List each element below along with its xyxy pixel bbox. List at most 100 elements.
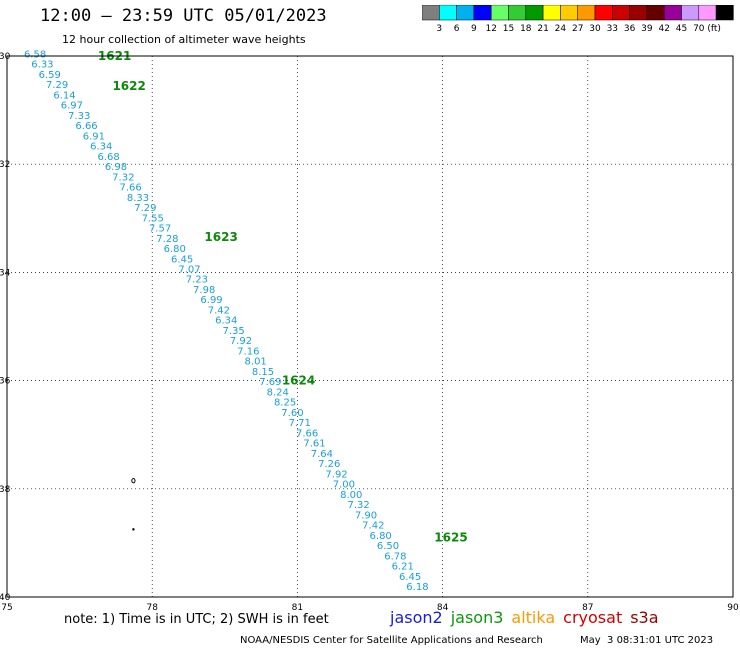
y-tick-label: -40 [0, 593, 11, 603]
wave-height-label: 7.90 [355, 510, 377, 521]
scale-label: 30 [589, 24, 601, 34]
wave-height-label: 7.29 [134, 203, 156, 214]
satellite-name: jason3 [450, 608, 504, 627]
wave-height-label: 7.66 [120, 183, 142, 194]
wave-height-label: 7.60 [281, 408, 303, 419]
pass-time-label: 1622 [112, 79, 145, 93]
scale-label: 6 [454, 24, 460, 34]
wave-height-label: 7.55 [142, 213, 164, 224]
map-marker [132, 528, 135, 531]
wave-height-label: 8.15 [252, 367, 274, 378]
wave-height-label: 7.23 [186, 275, 208, 286]
scale-label: 3 [436, 24, 442, 34]
wave-height-label: 6.97 [61, 101, 83, 112]
y-tick-label: -36 [0, 377, 11, 387]
x-tick-label: 81 [292, 603, 303, 613]
map-title: 12:00 – 23:59 UTC 05/01/2023 [40, 6, 327, 26]
scale-label: 39 [641, 24, 653, 34]
wave-height-label: 6.45 [171, 254, 193, 265]
wave-height-label: 7.57 [149, 224, 171, 235]
satellite-legend: jason2 jason3 altika cryosat s3a [390, 608, 667, 627]
wave-height-label: 7.92 [325, 469, 347, 480]
wave-height-label: 7.42 [208, 305, 230, 316]
wave-height-label: 6.80 [370, 531, 392, 542]
wave-height-label: 7.42 [362, 521, 384, 532]
scale-label: 24 [555, 24, 567, 34]
color-scale-legend: 3 6 9 12 15 18 21 24 27 30 33 36 39 42 45 70 (ft) [422, 5, 734, 34]
wave-height-label: 7.35 [222, 326, 244, 337]
wave-height-label: 6.18 [406, 582, 428, 593]
x-tick-label: 78 [146, 603, 158, 613]
wave-height-label: 8.24 [267, 387, 289, 398]
map-subtitle: 12 hour collection of altimeter wave hei… [62, 33, 306, 46]
wave-height-label: 6.34 [215, 316, 237, 327]
y-tick-label: -32 [0, 160, 10, 170]
wave-height-label: 7.92 [230, 336, 252, 347]
scale-unit: (ft) [707, 24, 721, 34]
wave-height-label: 7.64 [311, 449, 333, 460]
wave-height-label: 7.71 [289, 418, 311, 429]
wave-height-label: 6.91 [83, 131, 105, 142]
scale-label: 27 [572, 24, 583, 34]
wave-height-label: 6.98 [105, 162, 127, 173]
wave-height-label: 6.14 [53, 90, 75, 101]
pass-time-label: 1624 [282, 374, 315, 388]
scale-label: 12 [485, 24, 496, 34]
pass-time-label: 1625 [434, 530, 467, 544]
scale-label: 36 [624, 24, 636, 34]
wave-height-label: 6.33 [31, 60, 53, 71]
x-tick-label: 75 [1, 603, 12, 613]
y-tick-label: -34 [0, 268, 11, 278]
x-tick-label: 84 [437, 603, 449, 613]
scale-label: 9 [471, 24, 477, 34]
wave-height-label: 6.66 [75, 121, 97, 132]
x-tick-label: 87 [582, 603, 593, 613]
wave-height-label: 6.80 [164, 244, 186, 255]
wave-height-label: 6.59 [39, 70, 61, 81]
credit-line: NOAA/NESDIS Center for Satellite Applica… [240, 635, 543, 646]
wave-height-label: 6.34 [90, 142, 112, 153]
wave-height-label: 7.07 [178, 264, 200, 275]
scale-label: 42 [658, 24, 669, 34]
wave-height-label: 7.98 [193, 285, 215, 296]
wave-height-label: 8.01 [245, 357, 267, 368]
wave-height-label: 6.68 [97, 152, 119, 163]
color-swatch [715, 5, 734, 21]
satellite-name: cryosat [563, 608, 623, 627]
footer-note: note: 1) Time is in UTC; 2) SWH is in fe… [64, 612, 329, 627]
wave-height-label: 6.58 [24, 49, 46, 60]
scale-label: 15 [503, 24, 514, 34]
map-frame [6, 55, 734, 598]
x-tick-label: 90 [727, 603, 739, 613]
wave-height-label: 8.00 [340, 490, 362, 501]
wave-height-label: 7.69 [259, 377, 281, 388]
pass-time-label: 1623 [204, 230, 237, 244]
wave-height-label: 6.78 [384, 551, 406, 562]
wave-height-label: 7.61 [303, 439, 325, 450]
scale-label: 45 [676, 24, 687, 34]
wave-height-label: 7.32 [347, 500, 369, 511]
wave-height-label: 6.99 [200, 295, 222, 306]
scale-label: 21 [537, 24, 548, 34]
satellite-name: jason2 [390, 608, 443, 627]
wave-height-label: 6.50 [377, 541, 399, 552]
wave-height-label: 7.00 [333, 480, 355, 491]
wave-height-label: 7.28 [156, 234, 178, 245]
wave-height-label: 7.26 [318, 459, 340, 470]
satellite-name: s3a [630, 608, 659, 627]
satellite-name: altika [511, 608, 556, 627]
y-tick-label: -30 [0, 52, 11, 62]
scale-label: 18 [520, 24, 532, 34]
scale-label: 33 [607, 24, 618, 34]
wave-height-label: 7.33 [68, 111, 90, 122]
scale-label: 70 [693, 24, 705, 34]
wave-height-label: 7.16 [237, 346, 259, 357]
map-marker [131, 477, 136, 484]
credit-timestamp: May 3 08:31:01 UTC 2023 [580, 635, 714, 646]
wave-height-label: 6.45 [399, 572, 421, 583]
wave-height-label: 8.33 [127, 193, 149, 204]
wave-height-label: 6.21 [392, 562, 414, 573]
wave-height-label: 7.32 [112, 172, 134, 183]
wave-height-label: 8.25 [274, 398, 296, 409]
